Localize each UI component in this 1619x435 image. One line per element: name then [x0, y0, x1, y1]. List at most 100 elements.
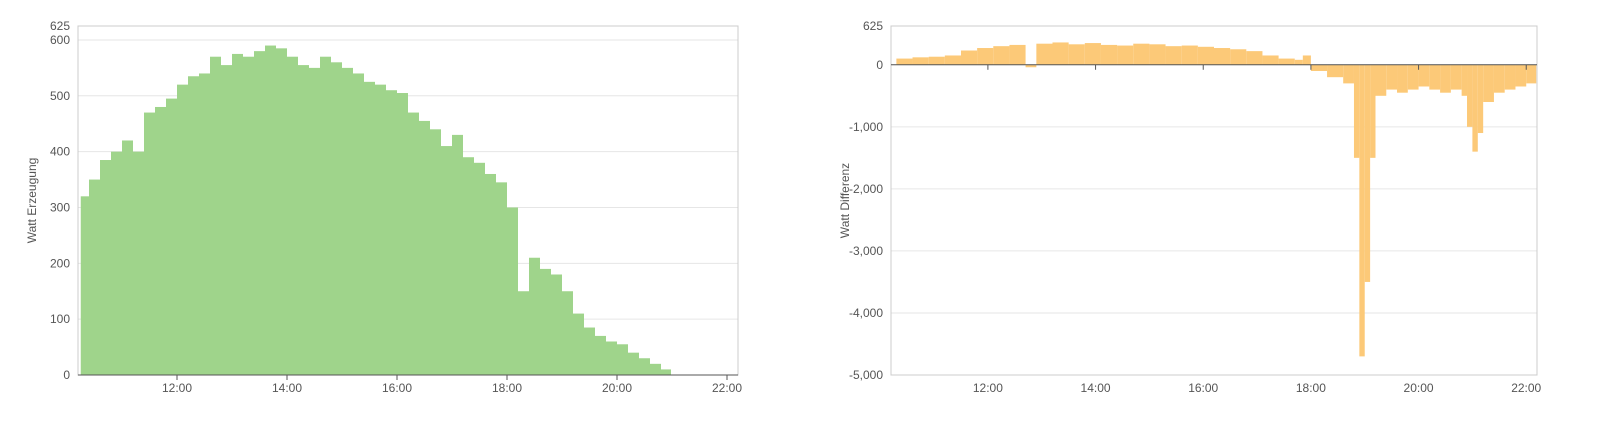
data-bar — [1418, 64, 1430, 87]
y-tick-label: 400 — [50, 145, 70, 159]
data-bar — [100, 160, 111, 375]
data-bar — [254, 51, 265, 376]
data-bar — [155, 106, 166, 375]
data-bar — [221, 65, 232, 375]
data-bar — [960, 50, 978, 65]
data-bar — [80, 196, 89, 375]
data-bar — [386, 90, 397, 375]
data-bar — [1477, 64, 1484, 134]
data-bar — [1450, 64, 1462, 90]
data-bar — [463, 157, 474, 375]
y-tick-label: 200 — [50, 256, 70, 270]
data-bar — [1052, 42, 1069, 65]
data-bar — [1025, 64, 1037, 68]
data-bar — [342, 67, 353, 375]
data-bar — [1165, 46, 1182, 65]
data-bar — [1493, 64, 1505, 93]
y-tick-label: 500 — [50, 89, 70, 103]
data-bar — [1386, 64, 1398, 90]
data-bar — [540, 268, 551, 375]
data-bar — [1407, 64, 1419, 90]
data-bar — [188, 76, 199, 376]
data-bar — [111, 151, 122, 375]
data-bar — [1327, 64, 1344, 78]
y-tick-label: 625 — [50, 19, 70, 33]
data-bar — [1461, 64, 1468, 96]
data-bar — [1278, 58, 1295, 65]
y-tick-label: -4,000 — [849, 306, 883, 320]
data-bar — [1310, 64, 1328, 71]
data-bar — [1302, 55, 1311, 65]
data-bar — [1084, 43, 1101, 65]
x-tick-label: 22:00 — [1511, 381, 1541, 395]
data-bar — [1133, 43, 1150, 65]
data-bar — [276, 48, 287, 375]
x-tick-label: 14:00 — [1081, 381, 1111, 395]
x-tick-label: 20:00 — [602, 381, 632, 395]
data-bar — [298, 65, 309, 375]
data-bar — [1214, 48, 1231, 65]
x-tick-label: 18:00 — [492, 381, 522, 395]
data-bar — [408, 112, 419, 375]
data-bar — [265, 45, 276, 375]
y-tick-label: -1,000 — [849, 120, 883, 134]
data-bar — [452, 134, 463, 375]
data-bar — [1353, 64, 1360, 158]
data-bar — [1359, 64, 1365, 357]
data-bar — [928, 56, 945, 65]
data-bar — [507, 207, 518, 375]
y-tick-label: -5,000 — [849, 368, 883, 382]
data-bar — [573, 313, 584, 375]
data-bar — [166, 98, 177, 375]
data-bar — [1364, 64, 1371, 282]
plot-border — [890, 25, 1538, 376]
data-bar — [551, 274, 562, 375]
data-bar — [397, 93, 408, 376]
data-bar — [353, 73, 364, 376]
data-bar — [133, 151, 144, 375]
data-bar — [430, 129, 441, 375]
data-bar — [1375, 64, 1387, 96]
data-bar — [287, 56, 298, 375]
x-tick-label: 14:00 — [272, 381, 302, 395]
data-bar — [419, 120, 430, 375]
x-tick-label: 20:00 — [1404, 381, 1434, 395]
data-bar — [1149, 44, 1166, 65]
data-bar — [1429, 64, 1441, 90]
data-bar — [1504, 64, 1516, 90]
data-bar — [1230, 49, 1247, 65]
data-bar — [309, 67, 320, 375]
x-tick-label: 12:00 — [162, 381, 192, 395]
data-bar — [1181, 45, 1198, 65]
data-bar — [1100, 44, 1118, 65]
data-bar — [331, 62, 342, 376]
data-bar — [584, 327, 595, 375]
data-bar — [912, 57, 929, 65]
data-bar — [977, 48, 994, 65]
data-bar — [1526, 64, 1537, 84]
data-bar — [1294, 59, 1303, 65]
data-bar — [485, 173, 496, 375]
data-bar — [199, 73, 210, 376]
difference-chart: -5,000 -4,000 -3,000 -2,000 -1,000 0 625 12:00 1… — [838, 19, 1542, 395]
data-bar — [89, 179, 100, 375]
data-bar — [993, 46, 1010, 65]
y-tick-label: 0 — [63, 368, 70, 382]
data-bar — [562, 291, 573, 375]
x-tick-label: 18:00 — [1296, 381, 1326, 395]
data-bar — [529, 257, 540, 375]
data-bar — [1117, 45, 1134, 65]
data-bar — [1036, 43, 1053, 65]
data-bar — [1515, 64, 1527, 87]
data-bar — [1472, 64, 1478, 152]
data-bar — [320, 56, 331, 375]
data-bar — [661, 369, 671, 375]
x-tick-label: 12:00 — [973, 381, 1003, 395]
data-bar — [210, 56, 221, 375]
y-tick-label: 300 — [50, 200, 70, 214]
data-bar — [1068, 44, 1085, 65]
data-bar — [1467, 64, 1473, 127]
y-tick-label: 0 — [876, 58, 883, 72]
data-bar — [474, 162, 485, 375]
